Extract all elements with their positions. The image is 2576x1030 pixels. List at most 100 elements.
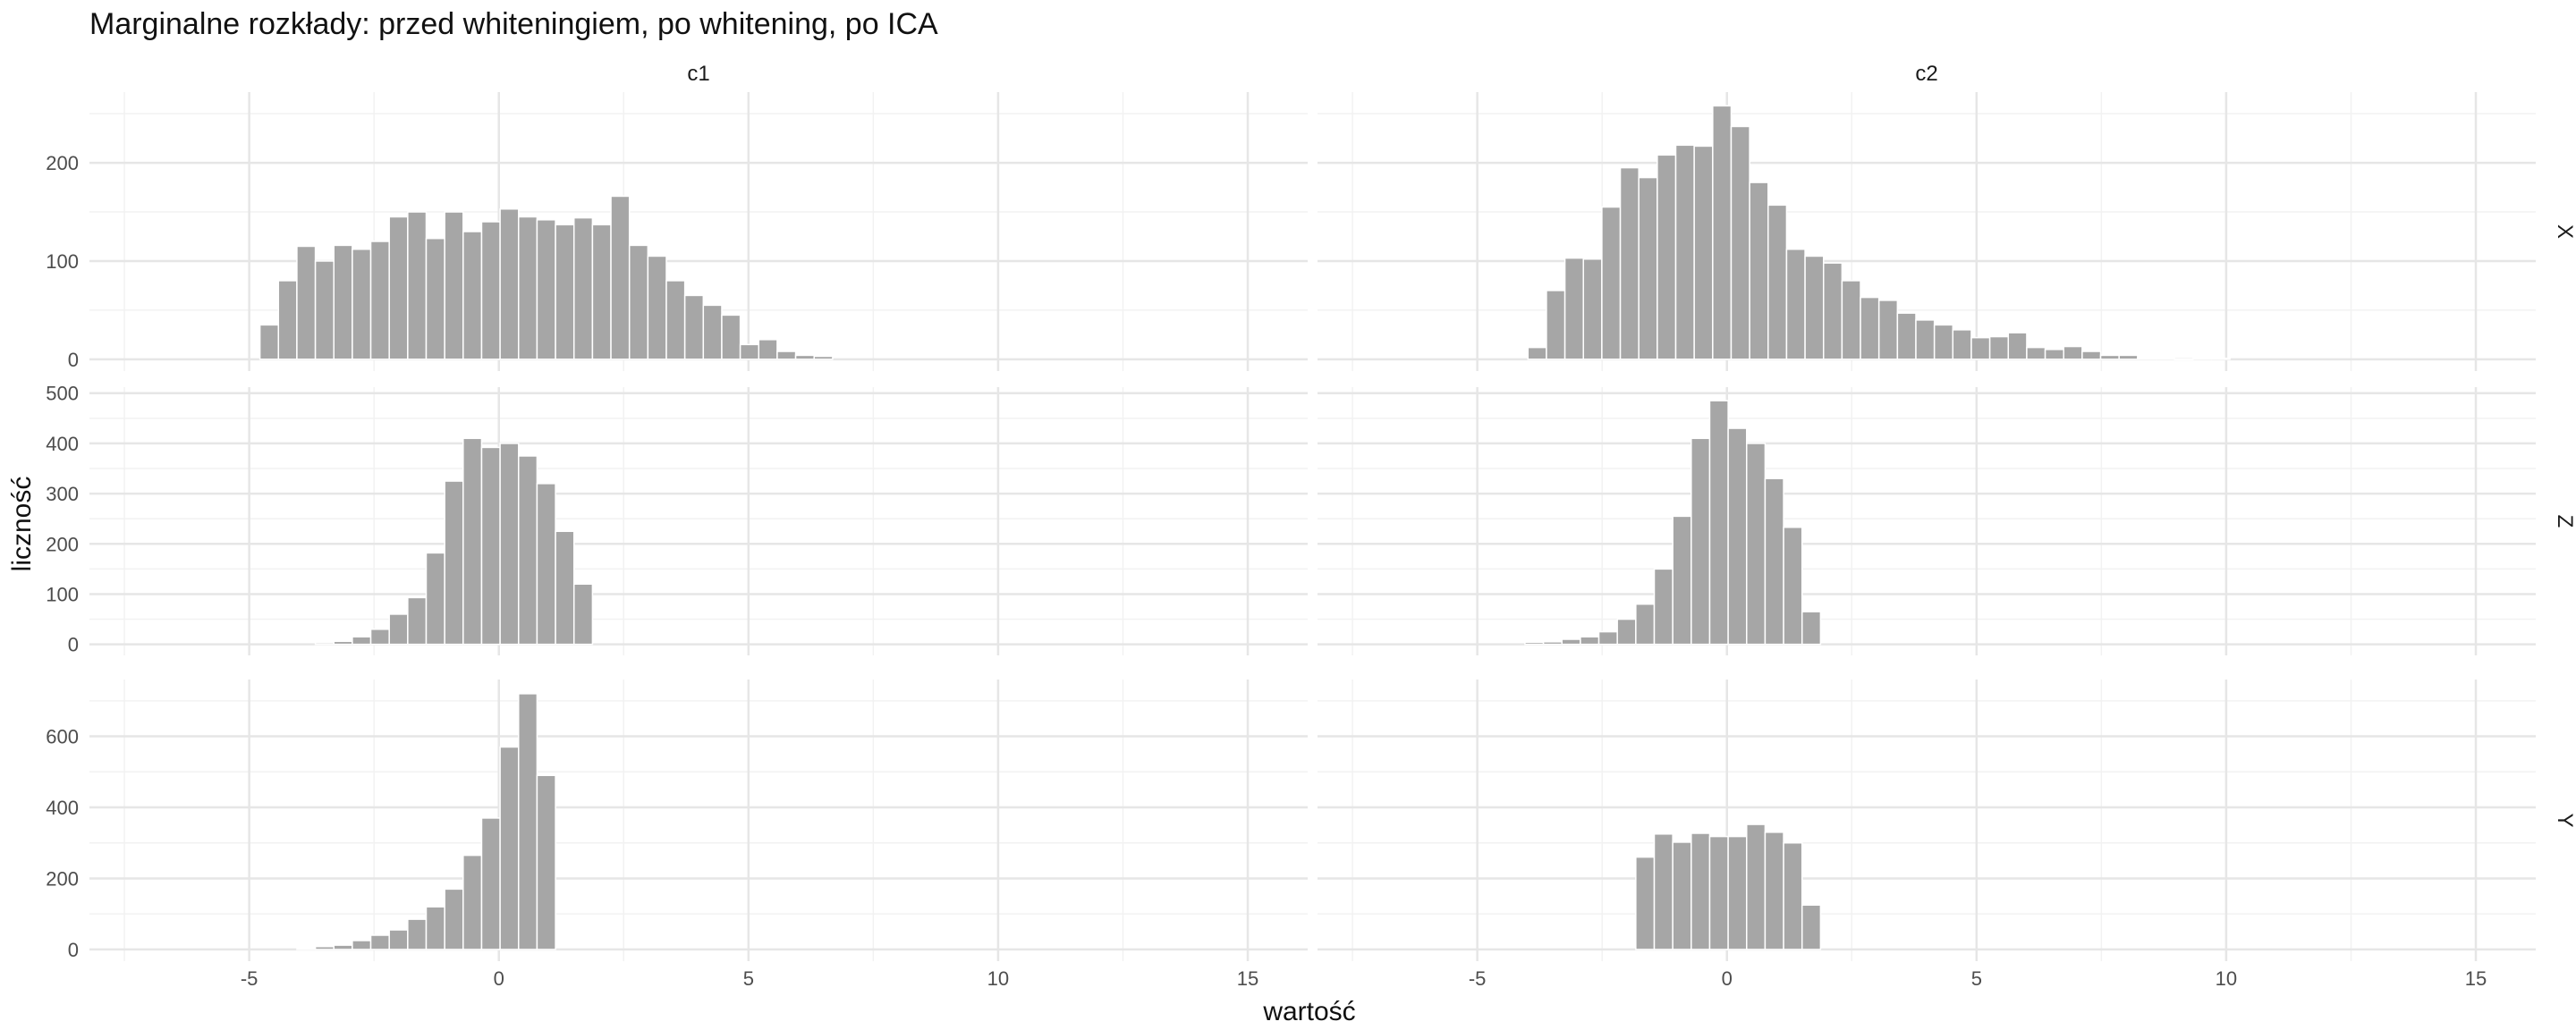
histogram-bar	[388, 929, 409, 950]
histogram-bar	[296, 947, 317, 950]
histogram-bar	[407, 596, 428, 646]
histogram-bar	[499, 443, 520, 646]
histogram-bar	[2118, 354, 2139, 360]
histogram-bar	[1597, 630, 1618, 646]
histogram-bar	[1746, 823, 1767, 950]
histogram-bar	[1804, 255, 1825, 360]
x-tick-label: 15	[2465, 967, 2487, 990]
facet-row-label: Z	[2553, 515, 2576, 528]
histogram-bar	[480, 446, 501, 646]
x-tick-label: 15	[1237, 967, 1258, 990]
y-tick-label: 0	[68, 634, 79, 656]
histogram-bar	[314, 945, 335, 950]
histogram-bar	[1727, 427, 1748, 646]
facet-panel	[1318, 92, 2536, 371]
histogram-bar	[1730, 125, 1750, 360]
histogram-bar	[1524, 641, 1545, 646]
facet-panel	[1318, 680, 2536, 961]
histogram-bar	[1783, 841, 1803, 950]
y-axis-label: liczność	[7, 477, 37, 572]
facet-row-label: Y	[2553, 813, 2576, 827]
histogram-bar	[1767, 204, 1788, 360]
histogram-bar	[1638, 176, 1658, 360]
histogram-bar	[591, 224, 612, 360]
histogram-bar	[1801, 611, 1822, 646]
histogram-bar	[628, 244, 649, 360]
histogram-bar	[1674, 144, 1695, 360]
histogram-bar	[536, 774, 556, 950]
histogram-bar	[2081, 350, 2102, 360]
y-tick-label: 100	[46, 250, 79, 273]
histogram-bar	[1616, 618, 1637, 646]
histogram-bar	[1619, 166, 1640, 360]
histogram-bar	[1783, 526, 1803, 646]
x-tick-label: 0	[1722, 967, 1733, 990]
histogram-bar	[1635, 603, 1656, 646]
histogram-bar	[1690, 437, 1711, 646]
y-tick-label: 200	[46, 152, 79, 174]
histogram-bar	[277, 280, 298, 360]
histogram-bar	[314, 642, 335, 646]
histogram-bar	[444, 888, 464, 950]
chart-title: Marginalne rozkłady: przed whiteningiem,…	[89, 7, 938, 41]
histogram-bar	[794, 354, 815, 360]
histogram-bar	[444, 211, 464, 360]
facet-panel	[1318, 387, 2536, 655]
histogram-bar	[296, 245, 317, 360]
histogram-bar	[1693, 145, 1714, 360]
histogram-bar	[702, 304, 723, 360]
y-tick-label: 300	[46, 483, 79, 505]
histogram-bar	[758, 339, 778, 360]
y-tick-label: 0	[68, 939, 79, 961]
histogram-bar	[499, 207, 520, 360]
histogram-bar	[352, 940, 372, 950]
facet-panels: c1 c2X0100200Z0100200300400500Y0200400600…	[46, 62, 2576, 990]
histogram-bar	[536, 219, 556, 360]
histogram-bar	[813, 355, 834, 360]
histogram-bar	[480, 817, 501, 950]
histogram-bar	[1746, 443, 1767, 646]
histogram-bar	[2007, 332, 2028, 360]
histogram-bar	[444, 480, 464, 646]
y-tick-label: 200	[46, 533, 79, 555]
histogram-bar	[462, 854, 483, 950]
histogram-bar	[2063, 345, 2083, 360]
histogram-bar	[425, 552, 445, 646]
histogram-bar	[1877, 300, 1899, 360]
y-tick-label: 400	[46, 433, 79, 455]
histogram-bar	[1672, 515, 1692, 646]
x-tick-label: 5	[1971, 967, 1982, 990]
histogram-bar	[1546, 290, 1566, 360]
facet-panel	[89, 680, 1308, 961]
histogram-bar	[1764, 832, 1784, 950]
histogram-bar	[333, 640, 353, 646]
histogram-bar	[407, 918, 428, 950]
facet-row-label: X	[2553, 224, 2576, 239]
histogram-bar	[1582, 258, 1603, 360]
y-tick-label: 0	[68, 349, 79, 371]
histogram-bar	[352, 636, 372, 646]
x-tick-label: 10	[2216, 967, 2237, 990]
facet-panel	[89, 92, 1308, 371]
facet-column-label: c1	[687, 62, 709, 86]
histogram-bar	[1970, 336, 1991, 360]
histogram-bar	[1653, 568, 1674, 646]
histogram-bar	[1672, 841, 1692, 950]
histogram-bar	[1822, 262, 1843, 360]
x-tick-label: -5	[1469, 967, 1487, 990]
histogram-bar	[665, 280, 686, 360]
histogram-bar	[314, 260, 335, 360]
histogram-bar	[2174, 359, 2194, 361]
histogram-bar	[369, 934, 390, 950]
histogram-bar	[480, 221, 501, 360]
y-tick-label: 400	[46, 797, 79, 819]
histogram-bar	[369, 629, 390, 646]
x-tick-label: 10	[987, 967, 1009, 990]
histogram-bar	[333, 244, 353, 360]
histogram-bar	[1527, 346, 1547, 360]
histogram-bar	[333, 944, 353, 950]
histogram-bar	[1653, 833, 1674, 950]
histogram-bar	[425, 906, 445, 950]
histogram-bar	[739, 343, 760, 360]
